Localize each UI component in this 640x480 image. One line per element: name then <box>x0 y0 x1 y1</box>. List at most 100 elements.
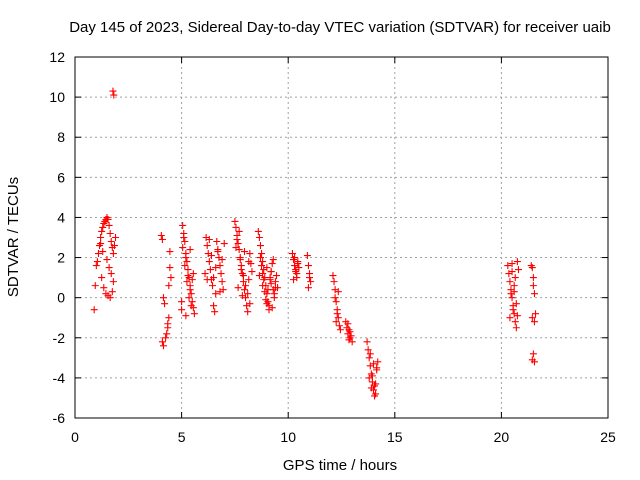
data-point <box>371 382 379 390</box>
data-point <box>508 268 516 276</box>
data-point <box>256 254 264 262</box>
data-point <box>330 278 338 286</box>
data-point <box>262 296 270 304</box>
x-tick-label: 20 <box>494 429 510 445</box>
data-point <box>104 215 112 223</box>
data-point <box>186 286 194 294</box>
y-tick-label: 12 <box>49 49 65 65</box>
data-point <box>333 310 341 318</box>
data-point <box>235 227 243 235</box>
data-point <box>258 262 266 270</box>
data-point <box>529 350 537 358</box>
data-point <box>185 294 193 302</box>
data-point <box>212 290 220 298</box>
data-point <box>374 358 382 366</box>
data-point <box>335 322 343 330</box>
data-point <box>334 288 342 296</box>
data-point <box>510 288 518 296</box>
data-point <box>231 217 239 225</box>
data-point <box>90 306 98 314</box>
data-point <box>93 258 101 266</box>
data-point <box>179 221 187 229</box>
y-tick-label: 4 <box>57 209 65 225</box>
data-point <box>207 252 215 260</box>
data-point <box>106 294 114 302</box>
data-point <box>97 240 105 248</box>
data-point <box>203 276 211 284</box>
data-point <box>91 282 99 290</box>
data-point <box>165 314 173 322</box>
data-point <box>344 320 352 328</box>
data-point <box>182 312 190 320</box>
data-point <box>248 268 256 276</box>
data-point <box>205 236 213 244</box>
data-point <box>105 221 113 229</box>
data-point <box>99 223 107 231</box>
tick-layer: 0 5 10 15 20 25 -6 -4 -2 0 2 4 6 8 10 12 <box>49 49 616 445</box>
grid-layer <box>75 57 608 418</box>
data-point <box>217 270 225 278</box>
data-point <box>109 250 117 258</box>
data-point <box>336 326 344 334</box>
data-point <box>267 280 275 288</box>
data-point <box>183 258 191 266</box>
data-point <box>511 318 519 326</box>
data-point <box>291 254 299 262</box>
data-point <box>178 306 186 314</box>
data-point <box>258 250 266 258</box>
data-point <box>239 278 247 286</box>
data-point <box>512 324 520 332</box>
data-point <box>190 310 198 318</box>
data-point <box>216 262 224 270</box>
data-point <box>513 312 521 320</box>
data-point <box>188 298 196 306</box>
data-point <box>181 262 189 270</box>
data-point <box>511 274 519 282</box>
data-point <box>303 252 311 260</box>
data-point <box>234 284 242 292</box>
data-point <box>267 268 275 276</box>
data-point <box>188 276 196 284</box>
y-tick-label: 8 <box>57 129 65 145</box>
data-point <box>363 338 371 346</box>
data-point <box>189 270 197 278</box>
data-point <box>187 290 195 298</box>
y-axis-label: SDTVAR / TECUs <box>5 177 22 297</box>
data-point <box>236 256 244 264</box>
data-point <box>304 262 312 270</box>
data-point <box>239 272 247 280</box>
data-point <box>272 272 280 280</box>
data-point <box>508 294 516 302</box>
x-tick-label: 10 <box>280 429 296 445</box>
data-point <box>179 244 187 252</box>
data-point <box>159 342 167 350</box>
data-point <box>105 264 113 272</box>
data-point <box>529 282 537 290</box>
data-point <box>293 270 301 278</box>
data-point <box>110 91 118 99</box>
data-point <box>220 240 228 248</box>
data-point <box>345 326 353 334</box>
data-point <box>508 260 516 268</box>
data-point <box>110 242 118 250</box>
plot-frame <box>74 56 609 419</box>
data-point <box>106 229 114 237</box>
data-point <box>528 264 536 272</box>
data-point <box>178 298 186 306</box>
data-point <box>103 256 111 264</box>
data-points <box>90 87 540 400</box>
data-point <box>184 272 192 280</box>
data-point <box>163 330 171 338</box>
data-point <box>218 256 226 264</box>
y-tick-label: 10 <box>49 89 65 105</box>
data-point <box>213 238 221 246</box>
data-point <box>290 276 298 284</box>
data-point <box>186 246 194 254</box>
data-point <box>266 274 274 282</box>
data-point <box>509 306 517 314</box>
data-point <box>368 372 376 380</box>
data-point <box>162 334 170 342</box>
data-point <box>366 350 374 358</box>
data-point <box>514 266 522 274</box>
data-point <box>306 274 314 282</box>
